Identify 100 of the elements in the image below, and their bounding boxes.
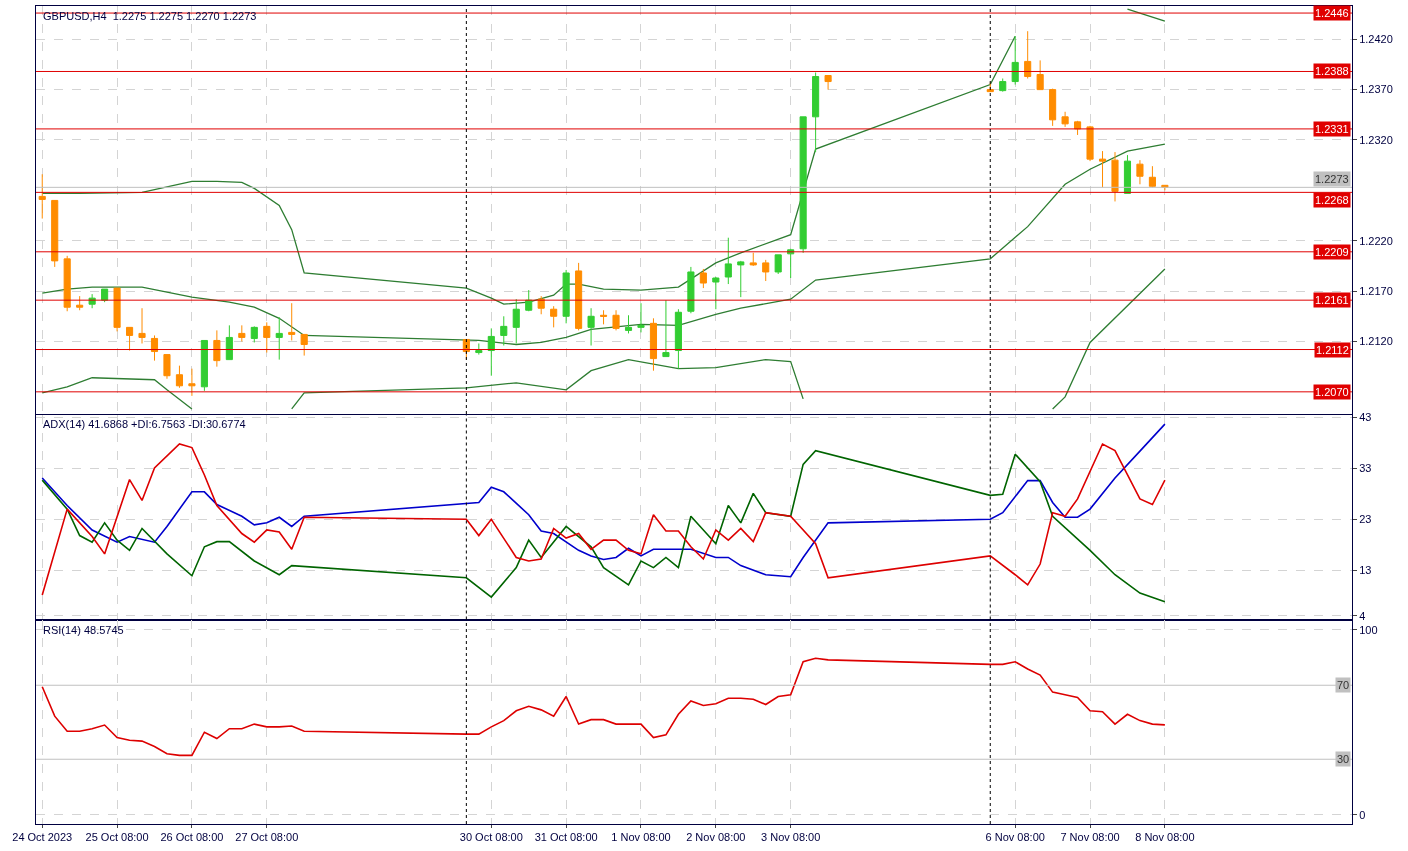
y-tick-label: 1.2120 bbox=[1359, 335, 1393, 348]
y-tick-label: 1.2420 bbox=[1359, 33, 1393, 46]
ref-line-label: 30 bbox=[1337, 753, 1350, 765]
ref-line-label: 1.2268 bbox=[1315, 194, 1349, 206]
candlestick bbox=[1148, 165, 1156, 188]
y-tick-label: 1.2170 bbox=[1359, 284, 1393, 297]
y-tick-label: 43 bbox=[1359, 411, 1372, 424]
candlestick bbox=[487, 327, 495, 377]
candlestick bbox=[712, 276, 720, 310]
candlestick bbox=[1036, 59, 1044, 91]
x-tick-label: 3 Nov 08:00 bbox=[761, 831, 821, 844]
candlestick bbox=[475, 342, 483, 356]
candlestick bbox=[674, 308, 682, 370]
candlestick bbox=[113, 287, 121, 332]
candlestick bbox=[200, 339, 208, 392]
line-series bbox=[41, 143, 1166, 346]
candlestick bbox=[749, 252, 757, 267]
candlestick bbox=[1049, 88, 1057, 127]
candlestick bbox=[263, 321, 271, 354]
candlestick bbox=[138, 307, 146, 344]
candlestick bbox=[612, 309, 620, 331]
chart-title: GBPUSD,H4 1.2275 1.2275 1.2270 1.2273 bbox=[43, 10, 257, 22]
candlestick bbox=[163, 354, 171, 380]
y-tick-label: 23 bbox=[1359, 513, 1372, 526]
candlestick bbox=[63, 255, 71, 312]
x-tick-label: 26 Oct 08:00 bbox=[160, 831, 224, 844]
y-tick-label: 0 bbox=[1359, 808, 1366, 821]
candlestick bbox=[51, 199, 59, 268]
candlestick bbox=[38, 173, 46, 220]
y-tick-label: 1.2370 bbox=[1359, 83, 1393, 96]
ref-line-label: 1.2112 bbox=[1316, 344, 1349, 356]
candlestick bbox=[288, 302, 296, 341]
candlestick bbox=[762, 259, 770, 282]
candlestick bbox=[550, 305, 558, 328]
y-tick-label: 100 bbox=[1359, 623, 1378, 636]
x-tick-label: 8 Nov 08:00 bbox=[1135, 831, 1195, 844]
candlestick bbox=[1123, 154, 1132, 194]
candlestick bbox=[587, 307, 595, 346]
chart-title: RSI(14) 48.5745 bbox=[43, 624, 124, 636]
line-series bbox=[41, 657, 1166, 757]
candlestick bbox=[600, 309, 608, 325]
candlestick bbox=[774, 254, 782, 275]
candlestick bbox=[699, 268, 707, 289]
ref-line-label: 1.2331 bbox=[1315, 123, 1349, 135]
candlestick bbox=[824, 75, 832, 91]
candlestick bbox=[275, 316, 283, 361]
ref-line-label: 1.2446 bbox=[1315, 7, 1349, 19]
ref-line-label: 1.2273 bbox=[1315, 173, 1349, 185]
candlestick bbox=[175, 365, 184, 389]
x-tick-label: 24 Oct 2023 bbox=[12, 831, 73, 844]
candlestick bbox=[662, 299, 670, 358]
y-tick-label: 4 bbox=[1359, 609, 1366, 622]
y-tick-label: 1.2320 bbox=[1359, 133, 1393, 146]
candlestick bbox=[500, 315, 508, 346]
candlestick bbox=[575, 262, 583, 331]
candlestick bbox=[724, 237, 732, 285]
x-tick-label: 27 Oct 08:00 bbox=[235, 831, 299, 844]
candlestick bbox=[812, 71, 820, 153]
candlestick bbox=[76, 295, 84, 311]
candlestick bbox=[1111, 151, 1119, 202]
candlestick bbox=[238, 324, 246, 342]
candlestick bbox=[799, 116, 807, 254]
x-tick-label: 25 Oct 08:00 bbox=[85, 831, 149, 844]
candlestick bbox=[537, 295, 545, 315]
candlestick bbox=[512, 298, 520, 344]
candlestick bbox=[1024, 30, 1032, 80]
candlestick bbox=[1061, 111, 1069, 128]
candlestick bbox=[1098, 150, 1107, 188]
candlestick bbox=[637, 302, 645, 333]
candlestick bbox=[737, 260, 745, 298]
x-tick-label: 2 Nov 08:00 bbox=[686, 831, 746, 844]
candlestick bbox=[999, 78, 1007, 93]
candlestick bbox=[1086, 125, 1094, 162]
candlestick bbox=[213, 329, 221, 368]
x-tick-label: 6 Nov 08:00 bbox=[985, 831, 1045, 844]
ref-line-label: 1.2209 bbox=[1315, 246, 1349, 258]
x-tick-label: 1 Nov 08:00 bbox=[611, 831, 671, 844]
ref-line-label: 1.2161 bbox=[1315, 294, 1349, 306]
ref-line-label: 70 bbox=[1337, 679, 1350, 691]
chart-title: ADX(14) 41.6868 +DI:6.7563 -DI:30.6774 bbox=[43, 418, 246, 430]
candlestick bbox=[1011, 35, 1019, 86]
candlestick bbox=[250, 325, 258, 343]
candlestick bbox=[687, 266, 695, 314]
candlestick bbox=[225, 324, 233, 361]
ref-line-label: 1.2388 bbox=[1315, 65, 1349, 77]
x-tick-label: 30 Oct 08:00 bbox=[459, 831, 523, 844]
candlestick bbox=[525, 289, 533, 312]
candlestick bbox=[126, 326, 134, 352]
candlestick bbox=[150, 334, 159, 362]
y-tick-label: 1.2220 bbox=[1359, 234, 1393, 247]
x-tick-label: 7 Nov 08:00 bbox=[1060, 831, 1120, 844]
candlestick bbox=[101, 288, 109, 303]
x-tick-label: 31 Oct 08:00 bbox=[534, 831, 598, 844]
candlestick bbox=[1136, 159, 1144, 185]
ref-line-label: 1.2070 bbox=[1315, 386, 1349, 398]
candlestick bbox=[562, 269, 570, 324]
y-tick-label: 13 bbox=[1359, 564, 1372, 577]
candlestick bbox=[300, 333, 308, 357]
candlestick bbox=[188, 368, 196, 397]
candlestick bbox=[624, 314, 633, 334]
